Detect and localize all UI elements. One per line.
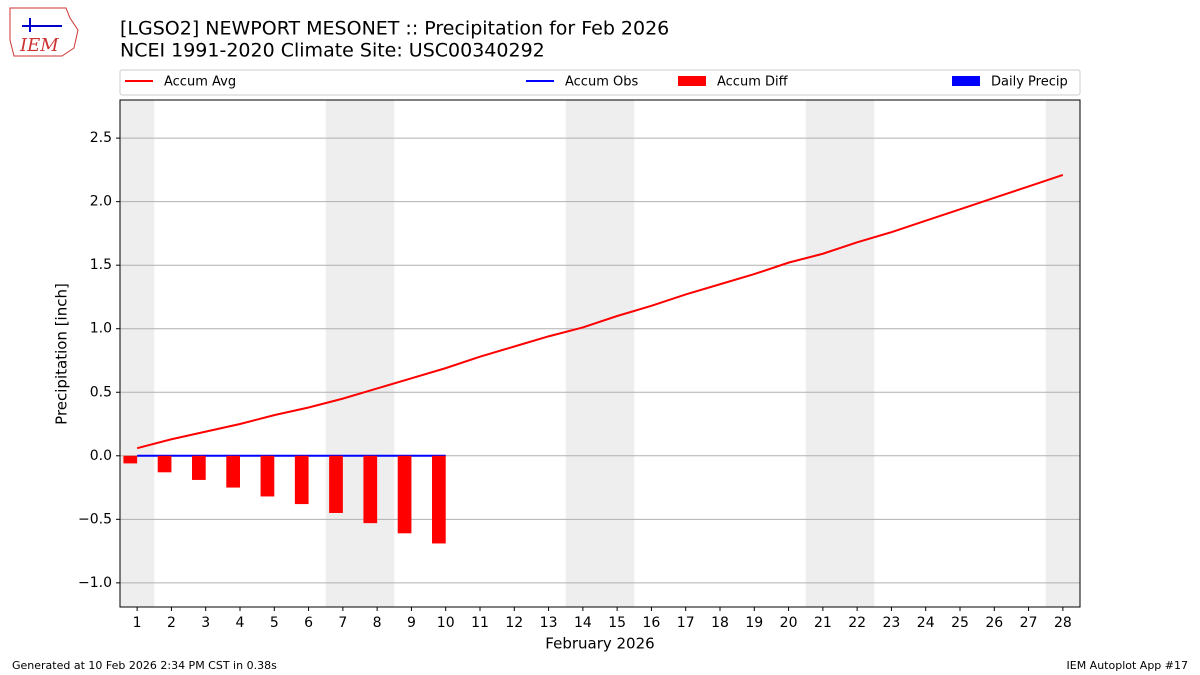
- x-axis-label: February 2026: [545, 635, 654, 653]
- x-tick-label: 23: [883, 615, 901, 631]
- x-tick-label: 7: [338, 615, 347, 631]
- y-tick-label: −0.5: [78, 511, 112, 527]
- weekend-shade: [325, 100, 395, 607]
- bar: [192, 455, 206, 480]
- x-tick-label: 28: [1054, 615, 1072, 631]
- y-tick-label: 0.0: [90, 448, 112, 464]
- weekend-shade: [120, 100, 155, 607]
- footer-right: IEM Autoplot App #17: [1067, 659, 1189, 672]
- x-tick-label: 22: [848, 615, 866, 631]
- weekend-shade: [805, 100, 875, 607]
- legend-box: [119, 69, 1081, 96]
- logo: IEM: [9, 7, 79, 57]
- x-tick-label: 4: [236, 615, 245, 631]
- y-tick-label: 1.0: [90, 321, 112, 337]
- x-tick-label: 15: [608, 615, 626, 631]
- x-tick-label: 12: [505, 615, 523, 631]
- x-tick-label: 17: [677, 615, 695, 631]
- x-tick-label: 5: [270, 615, 279, 631]
- weekend-shade: [1045, 100, 1080, 607]
- legend-label: Daily Precip: [991, 75, 1068, 90]
- logo-text: IEM: [19, 35, 59, 56]
- x-tick-label: 14: [574, 615, 592, 631]
- legend-label: Accum Obs: [565, 75, 638, 90]
- x-tick-label: 26: [985, 615, 1003, 631]
- x-tick-label: 6: [304, 615, 313, 631]
- legend-swatch: [952, 76, 980, 86]
- bar: [226, 455, 240, 488]
- legend-label: Accum Avg: [164, 75, 236, 90]
- chart-title: [LGSO2] NEWPORT MESONET :: Precipitation…: [120, 18, 669, 40]
- bar: [294, 455, 309, 505]
- x-tick-label: 13: [540, 615, 558, 631]
- weekend-shade: [565, 100, 635, 607]
- chart-subtitle: NCEI 1991-2020 Climate Site: USC00340292: [120, 40, 545, 62]
- x-tick-label: 20: [780, 615, 798, 631]
- footer-left: Generated at 10 Feb 2026 2:34 PM CST in …: [12, 659, 277, 672]
- x-tick-label: 11: [471, 615, 489, 631]
- legend-label: Accum Diff: [717, 75, 789, 90]
- x-tick-label: 21: [814, 615, 832, 631]
- y-tick-label: 2.0: [90, 194, 112, 210]
- x-tick-label: 10: [437, 615, 455, 631]
- line: [136, 174, 1064, 450]
- x-tick-label: 25: [951, 615, 969, 631]
- x-tick-label: 27: [1020, 615, 1038, 631]
- y-tick-label: 1.5: [90, 257, 112, 273]
- y-axis-label: Precipitation [inch]: [53, 283, 71, 425]
- bar: [260, 455, 275, 497]
- x-tick-label: 16: [643, 615, 661, 631]
- legend-swatch: [678, 76, 706, 86]
- bar: [329, 455, 343, 513]
- x-tick-label: 18: [711, 615, 729, 631]
- x-tick-label: 24: [917, 615, 935, 631]
- plot-frame: [119, 99, 1081, 608]
- y-tick-label: −1.0: [78, 575, 112, 591]
- y-tick-label: 2.5: [90, 130, 112, 146]
- x-tick-label: 19: [745, 615, 763, 631]
- bar: [397, 455, 412, 534]
- x-tick-label: 9: [407, 615, 416, 631]
- bar: [157, 455, 172, 473]
- bar: [432, 455, 446, 544]
- y-tick-label: 0.5: [90, 384, 112, 400]
- x-tick-label: 8: [373, 615, 382, 631]
- x-tick-label: 1: [133, 615, 142, 631]
- bar: [123, 455, 138, 464]
- x-tick-label: 2: [167, 615, 176, 631]
- bar: [363, 455, 378, 524]
- x-tick-label: 3: [201, 615, 210, 631]
